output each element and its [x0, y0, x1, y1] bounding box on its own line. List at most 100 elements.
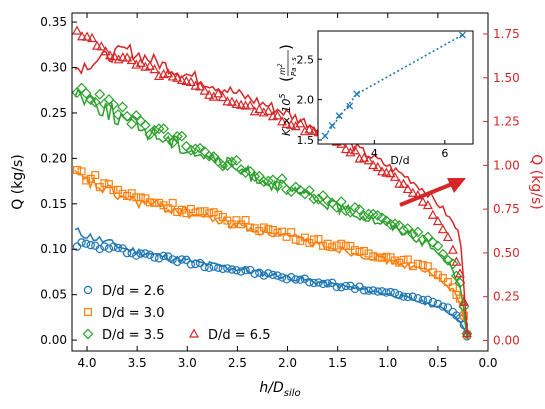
data-point-d-d-2-6	[368, 286, 378, 295]
data-point-d-d-6-5	[236, 99, 247, 109]
data-point-d-d-3-0	[237, 220, 246, 229]
data-point-d-d-3-0	[448, 283, 457, 292]
inset-data-point	[321, 132, 329, 140]
data-point-d-d-3-5	[231, 154, 242, 166]
data-point-d-d-6-5	[308, 125, 319, 136]
y-left-axis-label: Q (kg/s)	[10, 154, 26, 209]
data-point-d-d-6-5	[407, 187, 418, 197]
data-point-d-d-6-5	[454, 268, 465, 278]
series-line-d-d-3-5	[74, 87, 469, 338]
data-point-d-d-2-6	[377, 287, 387, 296]
data-point-d-d-2-6	[118, 244, 127, 253]
data-point-d-d-2-6	[150, 253, 159, 262]
data-point-d-d-3-5	[217, 160, 229, 172]
inset-y-ticks: 1.5 2.0 2.5	[297, 53, 322, 147]
data-point-d-d-3-5	[402, 223, 414, 235]
data-point-d-d-2-6	[395, 290, 404, 300]
data-point-d-d-3-5	[331, 201, 343, 213]
inset-x-tick-label: 4	[371, 147, 378, 160]
y-right-tick-label: 0.25	[493, 290, 520, 304]
data-point-d-d-3-5	[427, 236, 439, 248]
legend-label: D/d = 2.6	[102, 284, 164, 299]
data-point-d-d-2-6	[154, 254, 164, 263]
data-point-d-d-2-6	[159, 251, 168, 261]
data-point-d-d-2-6	[332, 282, 341, 292]
y-right-tick-label: 0.75	[493, 202, 520, 216]
x-axis-label-main: h/D	[259, 380, 284, 396]
data-point-d-d-6-5	[231, 98, 242, 109]
y-right-tick-label: 1.25	[493, 115, 520, 129]
data-point-d-d-2-6	[282, 275, 291, 284]
inset-y-label-unit-exp: 2	[277, 63, 284, 67]
data-point-d-d-3-0	[164, 204, 173, 213]
y-right-tick-label: 1.00	[493, 158, 520, 172]
main-plot: 4.0 3.5 3.0 2.5 2.0 1.5 1.0 0.5 0.0 0.00 0.05 0.10…	[10, 12, 544, 399]
data-point-d-d-3-0	[408, 262, 417, 271]
data-point-d-d-2-6	[309, 278, 319, 288]
data-point-d-d-6-5	[213, 88, 224, 98]
data-point-d-d-2-6	[399, 292, 408, 301]
data-point-d-d-3-5	[276, 173, 288, 185]
data-point-d-d-3-5	[432, 240, 444, 252]
data-point-d-d-3-0	[173, 207, 182, 216]
data-point-d-d-3-0	[319, 241, 328, 250]
data-point-d-d-6-5	[176, 74, 187, 84]
x-tick-label: 1.5	[328, 356, 347, 370]
data-point-d-d-3-5	[447, 258, 459, 270]
x-tick-label: 2.5	[228, 356, 247, 370]
data-point-d-d-3-0	[360, 246, 369, 255]
y-left-tick-label: 0.15	[40, 197, 67, 211]
inset-frame	[317, 30, 474, 145]
data-point-d-d-2-6	[286, 273, 296, 282]
data-point-d-d-3-0	[364, 249, 373, 258]
inset-data-point	[328, 121, 336, 129]
inset-x-tick-label: 6	[441, 147, 448, 160]
data-point-d-d-3-0	[182, 209, 191, 218]
data-point-d-d-6-5	[181, 75, 192, 86]
data-point-d-d-3-0	[369, 252, 378, 261]
data-point-d-d-6-5	[461, 327, 472, 338]
data-point-d-d-3-5	[80, 87, 92, 99]
data-point-d-d-3-0	[403, 255, 412, 264]
data-point-d-d-3-5	[313, 193, 324, 205]
data-point-d-d-3-5	[308, 193, 320, 205]
y-right-tick-label: 1.50	[493, 71, 520, 85]
inset-x-axis-label: D/d	[390, 154, 409, 167]
x-tick-label: 0.0	[478, 356, 497, 370]
data-point-d-d-2-6	[423, 295, 433, 304]
data-point-d-d-3-5	[130, 110, 142, 122]
data-point-d-d-2-6	[428, 297, 438, 307]
data-point-d-d-6-5	[104, 50, 115, 60]
data-point-d-d-6-5	[144, 60, 155, 70]
data-point-d-d-6-5	[72, 25, 83, 35]
data-point-d-d-6-5	[363, 155, 374, 165]
data-point-d-d-3-0	[278, 227, 287, 236]
data-point-d-d-6-5	[458, 296, 469, 306]
data-point-d-d-3-5	[108, 99, 119, 110]
data-point-d-d-3-0	[309, 235, 318, 244]
data-point-d-d-3-5	[417, 234, 429, 245]
data-point-d-d-3-0	[123, 192, 132, 201]
data-point-d-d-3-0	[337, 239, 346, 248]
data-point-d-d-6-5	[149, 63, 160, 74]
data-point-d-d-2-6	[408, 292, 418, 301]
inset-y-label-paren: (	[277, 76, 295, 82]
data-point-d-d-6-5	[442, 231, 453, 242]
data-point-d-d-2-6	[86, 240, 95, 250]
legend-label: D/d = 3.5	[102, 328, 164, 343]
data-point-d-d-6-5	[245, 100, 256, 110]
data-point-d-d-2-6	[81, 239, 91, 248]
data-point-d-d-6-5	[87, 32, 98, 43]
data-point-d-d-6-5	[290, 120, 301, 131]
data-point-d-d-2-6	[191, 259, 200, 269]
data-point-d-d-2-6	[359, 286, 369, 295]
data-point-d-d-3-0	[378, 253, 387, 262]
series-d-d-3-0	[73, 165, 471, 339]
data-point-d-d-3-5	[190, 143, 201, 155]
x-axis-label-sub: silo	[284, 388, 301, 399]
data-point-d-d-3-5	[450, 270, 462, 282]
data-point-d-d-3-0	[132, 193, 141, 202]
